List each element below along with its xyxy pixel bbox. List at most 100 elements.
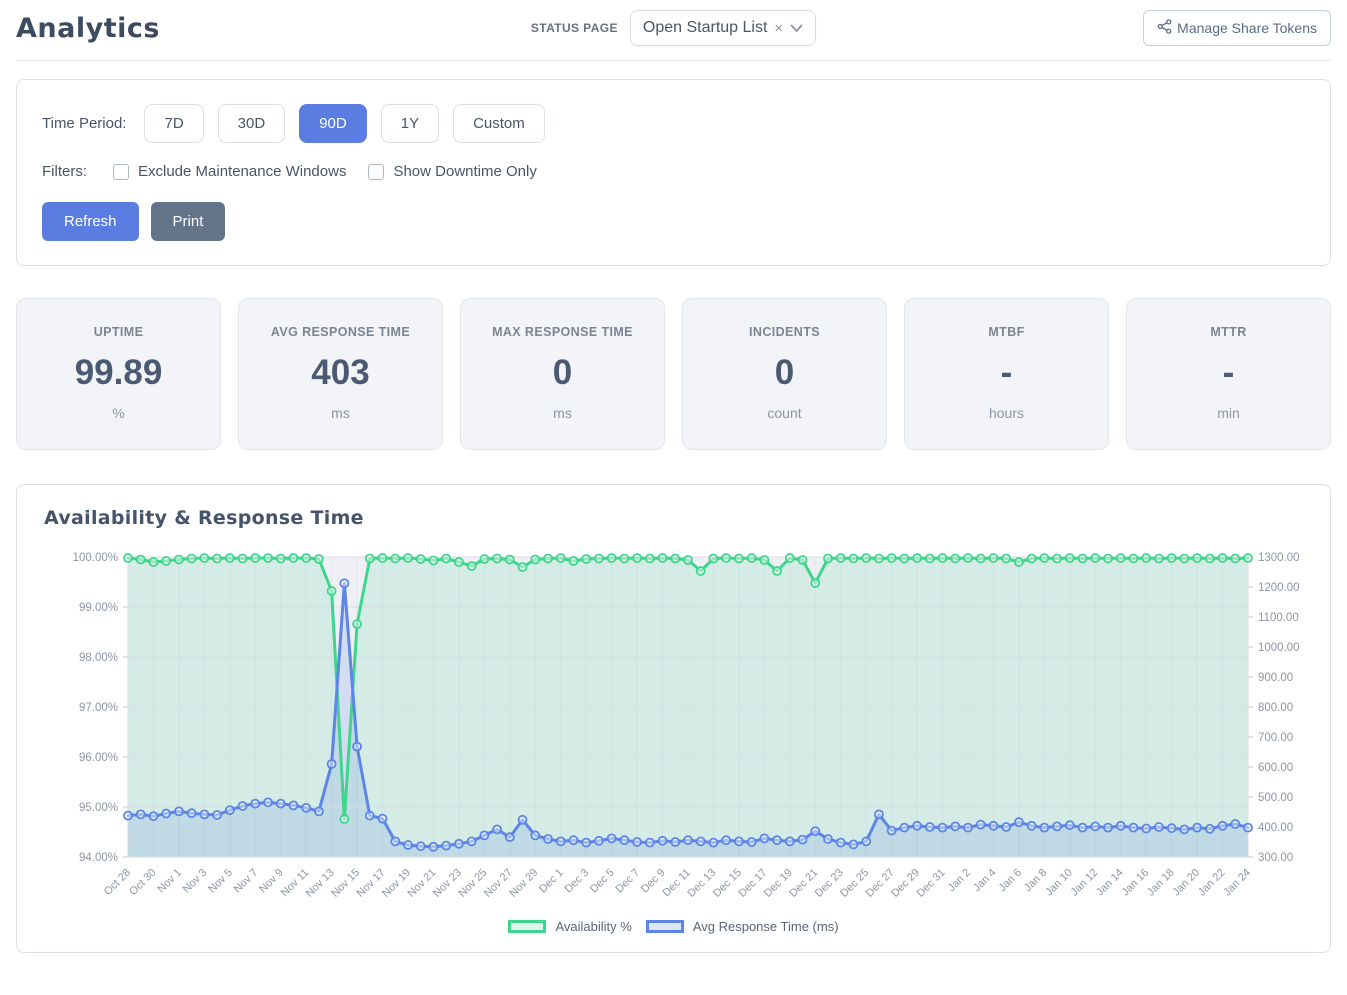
svg-text:99.00%: 99.00% [79,602,118,614]
svg-text:Dec 7: Dec 7 [613,867,642,896]
svg-text:1000.00: 1000.00 [1258,642,1300,654]
show-downtime-checkbox[interactable] [368,163,385,180]
stat-unit: min [1217,405,1240,421]
legend-item-response-time: Avg Response Time (ms) [645,919,839,934]
time-period-90d[interactable]: 90D [299,104,367,143]
svg-text:97.00%: 97.00% [79,702,118,714]
manage-share-tokens-button[interactable]: Manage Share Tokens [1143,10,1332,46]
svg-text:Oct 30: Oct 30 [127,867,158,898]
response-time-legend-label: Avg Response Time (ms) [692,919,839,934]
svg-text:Jan 12: Jan 12 [1069,867,1101,899]
svg-text:95.00%: 95.00% [79,802,118,814]
svg-text:Jan 22: Jan 22 [1196,867,1228,899]
svg-text:Jan 18: Jan 18 [1145,867,1177,899]
svg-text:Nov 3: Nov 3 [181,867,210,896]
stat-label: UPTIME [93,325,144,339]
refresh-button[interactable]: Refresh [42,202,139,241]
time-period-label: Time Period: [42,115,127,132]
svg-text:Nov 29: Nov 29 [507,867,540,900]
svg-text:Jan 4: Jan 4 [971,867,999,895]
stat-label: MAX RESPONSE TIME [492,325,633,339]
chart-legend: Availability % Avg Response Time (ms) [42,919,1305,934]
controls-panel: Time Period: 7D 30D 90D 1Y Custom Filter… [16,79,1331,266]
page-header: Analytics STATUS PAGE Open Startup List … [16,0,1332,61]
page-title: Analytics [16,12,160,44]
stat-unit: hours [988,405,1025,421]
manage-share-tokens-label: Manage Share Tokens [1177,20,1318,36]
status-page-label: STATUS PAGE [530,21,618,35]
status-page-select[interactable]: Open Startup List × [629,10,817,46]
stat-card-mtbf: MTBF - hours [904,298,1109,450]
svg-text:Dec 5: Dec 5 [588,867,617,896]
stat-label: MTBF [988,325,1025,339]
svg-text:98.00%: 98.00% [79,652,118,664]
stat-unit: ms [553,405,572,421]
stat-label: AVG RESPONSE TIME [270,325,411,339]
svg-text:Oct 28: Oct 28 [102,867,133,898]
svg-text:Nov 1: Nov 1 [155,867,184,896]
svg-text:Jan 20: Jan 20 [1170,867,1202,899]
svg-text:Jan 14: Jan 14 [1094,867,1126,899]
stat-card-mttr: MTTR - min [1126,298,1331,450]
stat-value: - [1000,353,1013,392]
svg-text:Dec 1: Dec 1 [537,867,566,896]
stat-unit: count [767,405,802,421]
svg-text:Jan 2: Jan 2 [946,867,974,895]
exclude-maintenance-label: Exclude Maintenance Windows [138,163,347,180]
print-button[interactable]: Print [150,202,226,241]
svg-text:96.00%: 96.00% [79,752,118,764]
svg-text:500.00: 500.00 [1258,792,1293,804]
svg-text:1300.00: 1300.00 [1258,552,1300,564]
svg-text:Jan 24: Jan 24 [1221,867,1253,899]
time-period-7d[interactable]: 7D [144,104,204,143]
svg-text:94.00%: 94.00% [79,852,118,864]
legend-item-availability: Availability % [508,919,632,934]
svg-text:100.00%: 100.00% [73,552,118,564]
svg-text:Nov 5: Nov 5 [206,867,235,896]
chart-card: Availability & Response Time 100.00% 99.0… [16,484,1331,953]
time-period-30d[interactable]: 30D [217,104,286,143]
stat-value: 403 [311,353,370,392]
availability-response-chart: 100.00% 99.00% 98.00% 97.00% 96.00% 95.00% 94.… [42,543,1308,915]
availability-legend-swatch [508,920,547,933]
clear-selection-icon[interactable]: × [774,19,784,37]
stat-card-incidents: INCIDENTS 0 count [682,298,887,450]
svg-text:Dec 31: Dec 31 [915,867,948,900]
stat-value: 0 [552,353,573,392]
status-page-selected-value: Open Startup List [642,19,768,36]
time-period-1y[interactable]: 1Y [380,104,440,143]
stat-card-max-response: MAX RESPONSE TIME 0 ms [460,298,665,450]
stat-value: 0 [774,353,795,392]
stats-row: UPTIME 99.89 % AVG RESPONSE TIME 403 ms … [16,298,1331,450]
show-downtime-label: Show Downtime Only [393,163,537,180]
stat-label: INCIDENTS [749,325,820,339]
response-time-legend-swatch [645,920,684,933]
stat-unit: ms [331,405,350,421]
chart-title: Availability & Response Time [44,507,364,529]
svg-text:Nov 7: Nov 7 [232,867,261,896]
svg-text:Jan 16: Jan 16 [1119,867,1151,899]
svg-text:400.00: 400.00 [1258,822,1293,834]
svg-text:900.00: 900.00 [1258,672,1293,684]
stat-card-uptime: UPTIME 99.89 % [16,298,221,450]
svg-text:700.00: 700.00 [1258,732,1293,744]
svg-text:1100.00: 1100.00 [1258,612,1299,624]
share-icon [1157,19,1172,37]
stat-value: - [1222,353,1235,392]
exclude-maintenance-checkbox[interactable] [113,163,129,180]
svg-text:800.00: 800.00 [1258,702,1293,714]
stat-unit: % [112,405,125,421]
time-period-custom[interactable]: Custom [453,104,545,143]
svg-text:1200.00: 1200.00 [1258,582,1300,594]
filters-label: Filters: [42,163,87,180]
stat-card-avg-response: AVG RESPONSE TIME 403 ms [238,298,443,450]
svg-text:300.00: 300.00 [1258,852,1293,864]
svg-text:Dec 3: Dec 3 [562,867,591,896]
availability-legend-label: Availability % [555,919,632,934]
svg-text:600.00: 600.00 [1258,762,1293,774]
stat-value: 99.89 [74,353,163,392]
svg-text:Jan 6: Jan 6 [997,867,1025,895]
chevron-down-icon[interactable] [790,24,803,33]
svg-text:Jan 10: Jan 10 [1043,867,1075,899]
stat-label: MTTR [1210,325,1247,339]
